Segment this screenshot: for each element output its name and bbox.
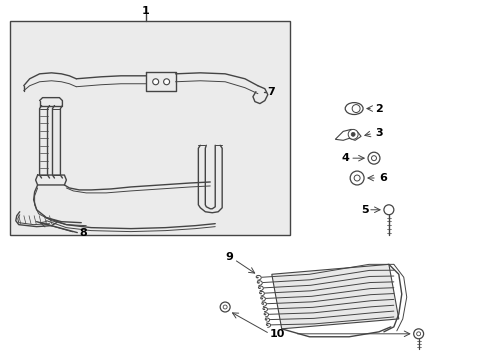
Text: 10: 10: [269, 329, 285, 339]
Polygon shape: [271, 264, 398, 329]
Text: 8: 8: [79, 228, 87, 238]
Circle shape: [347, 129, 357, 139]
Text: 5: 5: [361, 205, 368, 215]
Circle shape: [350, 132, 354, 136]
Bar: [10, 21, 289, 235]
Circle shape: [353, 175, 359, 181]
Polygon shape: [335, 129, 360, 140]
Text: 9: 9: [225, 252, 233, 262]
Text: 7: 7: [266, 87, 274, 97]
Circle shape: [223, 305, 226, 309]
Circle shape: [220, 302, 230, 312]
Circle shape: [351, 105, 359, 113]
Text: 3: 3: [374, 129, 382, 138]
Text: 1: 1: [142, 6, 149, 16]
Circle shape: [371, 156, 376, 161]
Circle shape: [163, 79, 169, 85]
Circle shape: [349, 171, 364, 185]
Circle shape: [152, 79, 158, 85]
Text: 6: 6: [378, 173, 386, 183]
Circle shape: [383, 205, 393, 215]
Circle shape: [416, 332, 420, 336]
Ellipse shape: [345, 103, 362, 114]
Text: 4: 4: [341, 153, 348, 163]
Text: 2: 2: [374, 104, 382, 113]
Circle shape: [413, 329, 423, 339]
Circle shape: [367, 152, 379, 164]
